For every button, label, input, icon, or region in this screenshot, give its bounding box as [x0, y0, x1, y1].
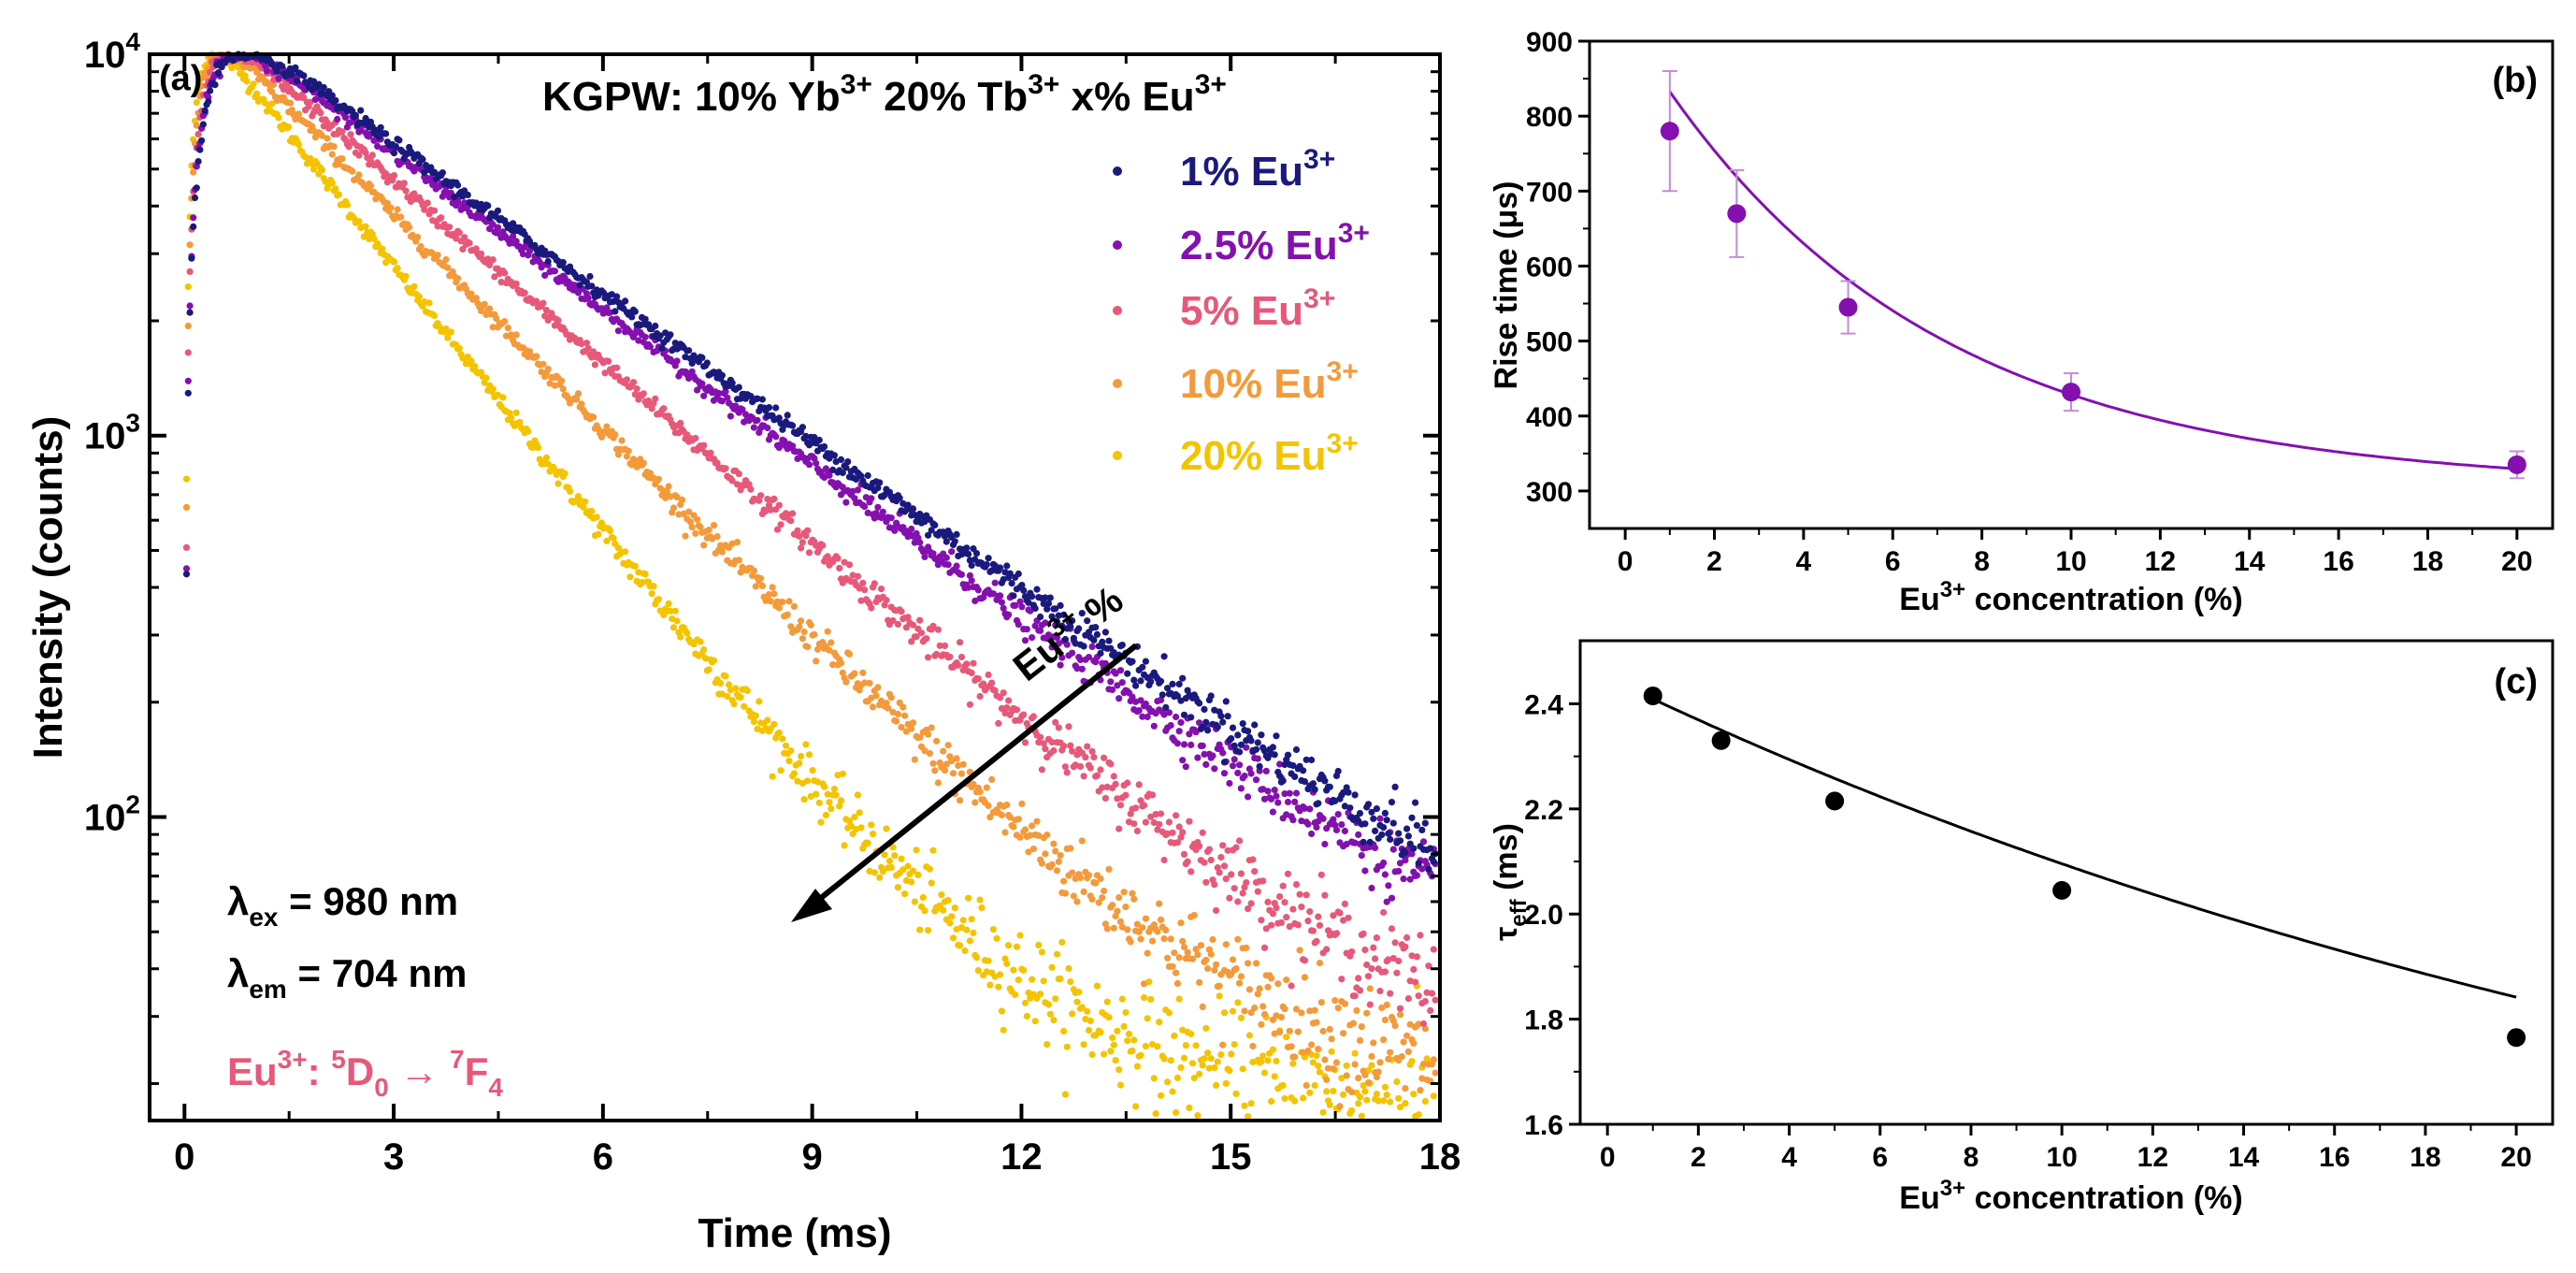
panel-b-x-tick-label: 12 — [2145, 546, 2176, 577]
lambda-ex-label: λex = 980 nm — [227, 879, 458, 932]
panel-c-x-tick-label: 12 — [2137, 1142, 2168, 1173]
panel-c-x-tick-label: 14 — [2228, 1142, 2260, 1173]
svg-text:20% Eu3+: 20% Eu3+ — [1180, 428, 1359, 479]
panel-c-y-axis-title: τeff (ms) — [1489, 823, 1532, 941]
panel-b-y-tick-label: 600 — [1526, 252, 1573, 282]
panel-b-x-tick-label: 20 — [2501, 546, 2532, 577]
series-1--eu-points — [182, 51, 1439, 873]
panel-b-x-tick-label: 16 — [2323, 546, 2353, 577]
panel-c-y-tick-label: 2.4 — [1524, 689, 1563, 720]
svg-text:10% Eu3+: 10% Eu3+ — [1180, 356, 1359, 407]
panel-a-x-axis-title: Time (ms) — [698, 1210, 891, 1256]
panel-b-x-tick-label: 2 — [1706, 546, 1722, 577]
series-5--eu-points — [182, 52, 1439, 1028]
panel-b-x-axis-title: Eu3+ concentration (%) — [1899, 577, 2242, 617]
transition-label: Eu3+: 5D0 → 7F4 — [227, 1045, 503, 1102]
panel-a-y-tick-label: 102 — [84, 789, 140, 838]
panel-b-x-tick-label: 4 — [1796, 546, 1812, 577]
legend-entry-5pct: 5% Eu3+ — [1113, 283, 1335, 334]
panel-c-frame — [1578, 639, 2554, 1126]
panel-a-legend: 1% Eu3+ 2.5% Eu3+ 5% Eu3+ 10% Eu3+ 20% E… — [1113, 144, 1370, 479]
panel-b-y-tick-label: 800 — [1526, 102, 1573, 133]
panel-c-x-tick-label: 2 — [1691, 1142, 1706, 1173]
panel-c-axis-ticks: 0 2 4 6 8 10 12 14 16 18 20 1.6 1.8 2.0 2.2 2.4 — [1524, 689, 2532, 1173]
panel-b-x-tick-label: 6 — [1885, 546, 1901, 577]
panel-b-y-tick-label: 700 — [1526, 177, 1573, 208]
panel-a-x-tick-label: 9 — [802, 1136, 823, 1178]
panel-c-fit-curve — [1652, 698, 2517, 999]
panel-a-y-tick-label: 103 — [84, 409, 140, 457]
panel-c-x-tick-label: 18 — [2410, 1142, 2440, 1173]
panel-c-y-tick-label: 1.8 — [1524, 1005, 1563, 1036]
panel-c-x-tick-label: 8 — [1964, 1142, 1979, 1173]
panel-c-y-tick-label: 2.0 — [1524, 900, 1563, 931]
panel-a-x-tick-label: 3 — [383, 1136, 404, 1178]
legend-entry-20pct: 20% Eu3+ — [1113, 428, 1359, 479]
panel-c-point — [1711, 731, 1731, 750]
panel-b-x-tick-label: 14 — [2234, 546, 2266, 577]
panel-c-point — [2052, 880, 2072, 900]
panel-a-y-tick-label: 104 — [84, 27, 141, 76]
panel-c-y-tick-label: 2.2 — [1524, 795, 1563, 826]
panel-b-x-tick-label: 0 — [1618, 546, 1633, 577]
panel-c-point — [1825, 791, 1845, 811]
panel-b-y-tick-label: 300 — [1526, 477, 1573, 508]
panel-b-y-tick-label: 500 — [1526, 327, 1573, 358]
panel-b-point — [1660, 122, 1679, 141]
panel-c-label: (c) — [2495, 662, 2538, 702]
panel-c-point — [2507, 1028, 2526, 1048]
panel-c-x-tick-label: 6 — [1872, 1142, 1888, 1173]
eu-concentration-arrow — [791, 643, 1138, 922]
panel-b-point — [2507, 455, 2526, 474]
panel-c-point — [1643, 687, 1662, 706]
panel-b-data-points — [1660, 70, 2526, 480]
panel-c-x-axis-title: Eu3+ concentration (%) — [1899, 1176, 2242, 1216]
svg-text:2.5% Eu3+: 2.5% Eu3+ — [1180, 218, 1370, 268]
panel-a-x-tick-label: 0 — [174, 1136, 194, 1178]
legend-entry-1pct: 1% Eu3+ — [1113, 144, 1335, 195]
panel-b-y-tick-label: 400 — [1526, 402, 1573, 433]
panel-b-axis-ticks: 0 2 4 6 8 10 12 14 16 18 20 300 400 500 600 700 800 900 — [1526, 27, 2533, 577]
panel-b-x-tick-label: 10 — [2055, 546, 2086, 577]
panel-c: 0 2 4 6 8 10 12 14 16 18 20 1.6 1.8 2.0 2.2 2.4 (c) Eu3… — [1489, 639, 2554, 1216]
svg-text:1% Eu3+: 1% Eu3+ — [1180, 144, 1335, 195]
panel-a-x-tick-label: 18 — [1419, 1136, 1461, 1178]
panel-b-point — [1727, 204, 1747, 224]
panel-a-title: KGPW: 10% Yb3+ 20% Tb3+ x% Eu3+ — [542, 69, 1227, 120]
panel-c-x-tick-label: 20 — [2500, 1142, 2531, 1173]
panel-b-y-tick-label: 900 — [1526, 27, 1573, 58]
panel-b-point — [2062, 383, 2080, 402]
panel-a-y-axis-title: Intensity (counts) — [25, 416, 71, 759]
panel-c-x-tick-label: 16 — [2319, 1142, 2350, 1173]
panel-b-y-axis-title: Rise time (μs) — [1489, 181, 1524, 390]
legend-entry-2-5pct: 2.5% Eu3+ — [1113, 218, 1370, 268]
panel-a-x-tick-label: 6 — [593, 1136, 613, 1178]
panel-a-axis-ticks: 0 3 6 9 12 15 18 102 103 104 — [84, 27, 1461, 1178]
panel-b-point — [1838, 297, 1858, 317]
panel-a-x-tick-label: 15 — [1210, 1136, 1252, 1178]
panel-a-x-tick-label: 12 — [1000, 1136, 1043, 1178]
panel-b: 0 2 4 6 8 10 12 14 16 18 20 300 400 500 600 700 800 900 (… — [1489, 27, 2554, 617]
lambda-em-label: λem = 704 nm — [227, 951, 467, 1004]
panel-c-data-points — [1643, 687, 2526, 1048]
svg-text:5% Eu3+: 5% Eu3+ — [1180, 283, 1335, 334]
panel-b-label: (b) — [2492, 61, 2538, 100]
panel-c-y-tick-label: 1.6 — [1524, 1110, 1563, 1141]
panel-c-x-tick-label: 10 — [2046, 1142, 2077, 1173]
panel-c-x-tick-label: 0 — [1600, 1142, 1616, 1173]
panel-c-x-tick-label: 4 — [1781, 1142, 1797, 1173]
panel-b-x-tick-label: 8 — [1974, 546, 1990, 577]
panel-b-x-tick-label: 18 — [2412, 546, 2443, 577]
panel-b-fit-curve — [1668, 91, 2517, 470]
panel-a-label: (a) — [159, 59, 202, 98]
legend-entry-10pct: 10% Eu3+ — [1113, 356, 1359, 407]
